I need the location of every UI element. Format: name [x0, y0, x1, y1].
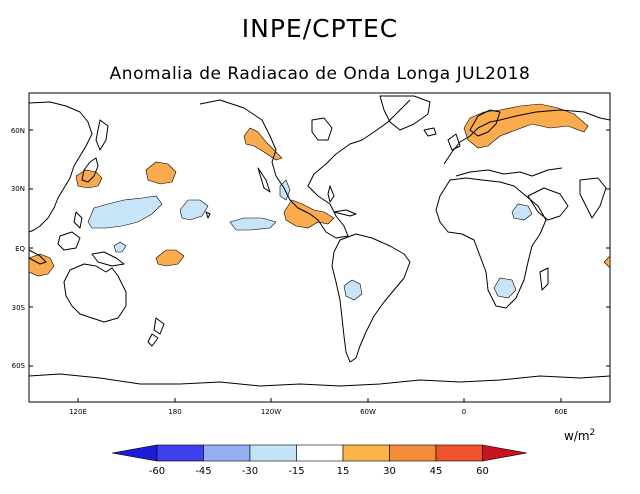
coast-new-zealand	[153, 317, 165, 335]
legend-swatch-minus-60-to-minus-45	[156, 444, 204, 462]
legend-tick-minus-30: -30	[242, 466, 258, 477]
coast-japan	[81, 157, 99, 183]
lat-label-60s: 60S	[12, 362, 26, 370]
legend-swatch-30-to-45	[389, 444, 437, 462]
legend-tick-30: 30	[383, 466, 396, 477]
lat-label-eq: EQ	[15, 245, 25, 253]
coast-africa	[435, 177, 547, 309]
legend-tick-minus-60: -60	[149, 466, 165, 477]
negative-anomaly-east-pacific	[229, 217, 277, 231]
legend-units-base: w/m	[564, 429, 590, 443]
positive-anomaly-west-pacific	[28, 253, 55, 277]
coast-florida	[327, 185, 335, 203]
legend-swatch-minus-30-to-minus-15	[249, 444, 297, 462]
legend-swatch-minus-45-to-minus-30	[203, 444, 251, 462]
coast-australia	[63, 263, 127, 323]
legend-swatch-45-to-60	[435, 444, 483, 462]
map-frame	[28, 92, 611, 403]
legend-tick-60: 60	[476, 466, 489, 477]
positive-anomaly-alaska	[243, 127, 283, 161]
coast-antarctica	[28, 373, 611, 387]
legend-units-exponent: 2	[589, 428, 596, 438]
coast-hudson-bay	[311, 117, 333, 141]
legend-swatch-above-60	[482, 444, 528, 462]
lon-label-180: 180	[168, 408, 181, 416]
color-legend	[111, 444, 528, 462]
legend-swatch-15-to-30	[342, 444, 390, 462]
coast-north-america	[199, 99, 411, 239]
coast-borneo	[57, 231, 81, 251]
negative-anomaly-regions	[87, 179, 533, 301]
coast-madagascar	[539, 267, 549, 291]
positive-anomaly-pacific-north	[145, 161, 177, 185]
coast-europe	[443, 109, 611, 165]
coast-kamchatka	[95, 119, 109, 151]
lon-label-60e: 60E	[554, 408, 567, 416]
map-subtitle: Anomalia de Radiacao de Onda Longa JUL20…	[109, 64, 531, 84]
lon-label-0: 0	[462, 408, 466, 416]
coast-baja	[257, 167, 271, 193]
lon-label-60w: 60W	[360, 408, 376, 416]
positive-anomaly-eurasia	[463, 103, 589, 149]
coast-india	[579, 177, 607, 219]
legend-tick-minus-15: -15	[288, 466, 304, 477]
coast-new-zealand-south	[147, 333, 159, 347]
positive-anomaly-central-pacific	[155, 249, 185, 267]
negative-anomaly-melanesia	[113, 241, 127, 253]
coast-new-guinea	[91, 251, 125, 267]
coast-arabia	[527, 187, 569, 221]
legend-swatch-minus-15-to-15	[296, 444, 344, 462]
legend-tick-45: 45	[430, 466, 443, 477]
coast-asia-east	[28, 101, 93, 233]
lat-label-60n: 60N	[11, 127, 25, 135]
negative-anomaly-north-pacific	[179, 199, 209, 221]
coast-caribbean	[333, 209, 357, 217]
coast-south-america	[331, 233, 411, 363]
coast-hawaii	[205, 211, 211, 219]
coast-mediterranean	[455, 167, 563, 177]
negative-anomaly-west-pacific	[87, 195, 163, 229]
negative-anomaly-africa-north	[511, 203, 533, 221]
coastlines	[28, 95, 611, 387]
page-title: INPE/CPTEC	[241, 14, 399, 43]
positive-anomaly-east-africa	[603, 255, 611, 269]
coast-scandinavia	[469, 109, 501, 137]
positive-anomaly-japan	[75, 169, 103, 189]
negative-anomaly-south-america	[343, 279, 363, 301]
coast-british-isles	[447, 133, 461, 151]
coast-philippines	[73, 211, 83, 229]
coast-iceland	[423, 127, 437, 137]
lon-label-120e: 120E	[69, 408, 87, 416]
negative-anomaly-southern-africa	[493, 277, 517, 299]
coast-greenland	[379, 95, 431, 131]
legend-units: w/m2	[564, 428, 595, 443]
legend-tick-minus-45: -45	[195, 466, 211, 477]
legend-swatch-below-minus-60	[111, 444, 158, 462]
legend-tick-15: 15	[337, 466, 350, 477]
lon-label-120w: 120W	[261, 408, 281, 416]
lat-label-30n: 30N	[11, 185, 25, 193]
lat-label-30s: 30S	[12, 304, 26, 312]
coast-sumatra	[28, 249, 47, 265]
